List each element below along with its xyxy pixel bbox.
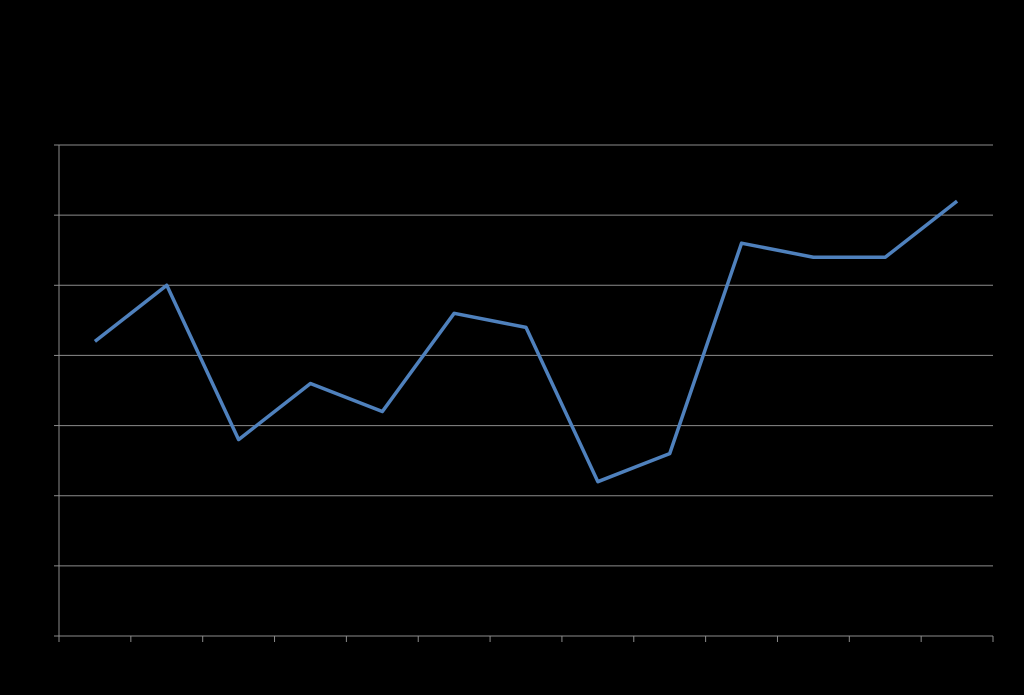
y-tick-label: 4 xyxy=(41,346,49,362)
y-tick-label: 5 xyxy=(41,276,49,292)
data-line xyxy=(93,199,959,484)
y-tick-label: 1 xyxy=(41,557,49,573)
y-tick-label: 2 xyxy=(41,486,49,502)
y-tick-label: 0 xyxy=(41,627,49,643)
y-tick-label: 7 xyxy=(41,136,49,152)
y-tick-label: 3 xyxy=(41,416,49,432)
y-tick-label: 6 xyxy=(41,206,49,222)
